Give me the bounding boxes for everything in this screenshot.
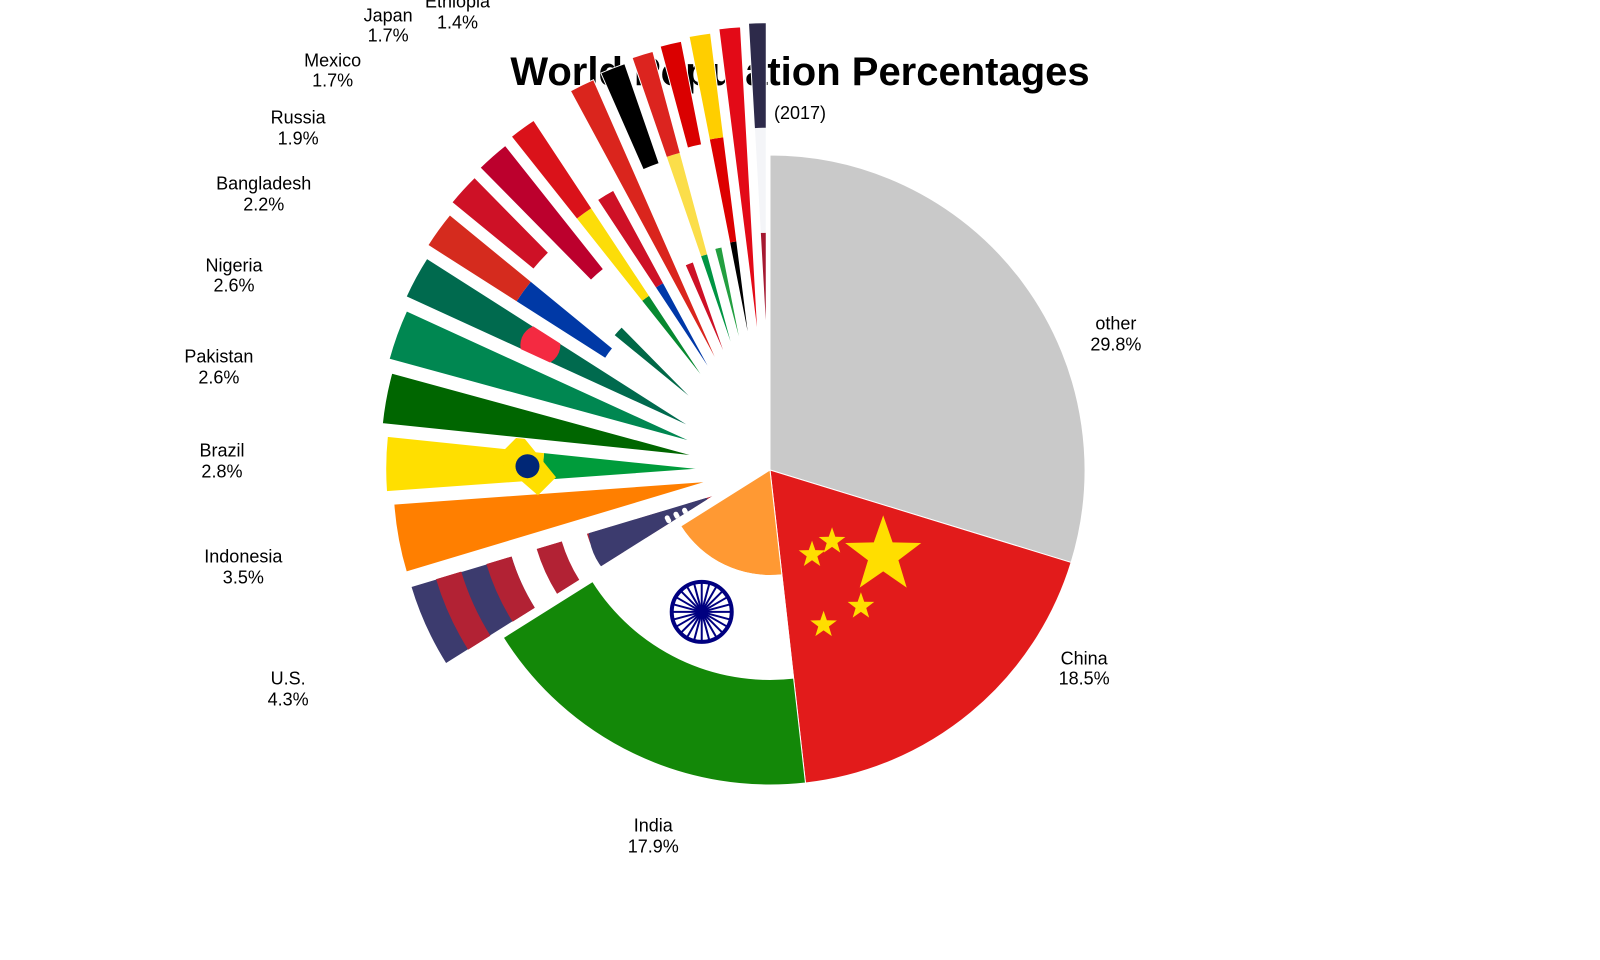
segment-name: Russia bbox=[271, 107, 326, 127]
segment-label: Ethiopia1.4% bbox=[425, 0, 490, 33]
segment-label: Mexico1.7% bbox=[304, 50, 361, 91]
segment-label: U.S.4.3% bbox=[268, 668, 309, 709]
segment-label: Russia1.9% bbox=[271, 107, 326, 148]
segment-name: India bbox=[634, 815, 673, 835]
pie-chart-container: World Population Percentages (2017) othe… bbox=[0, 0, 1600, 960]
segment-name: Bangladesh bbox=[216, 174, 311, 194]
segment-value: 2.6% bbox=[198, 367, 239, 387]
segment-name: Nigeria bbox=[206, 255, 263, 275]
pie-segment bbox=[748, 23, 766, 338]
segment-value: 2.2% bbox=[243, 194, 284, 214]
segment-label: China18.5% bbox=[1059, 648, 1110, 689]
segment-label: Brazil2.8% bbox=[199, 441, 244, 482]
segment-name: U.S. bbox=[271, 668, 306, 688]
segment-value: 1.4% bbox=[437, 12, 478, 32]
segment-name: Brazil bbox=[199, 441, 244, 461]
segment-value: 17.9% bbox=[628, 836, 679, 856]
segment-value: 18.5% bbox=[1059, 669, 1110, 689]
segment-name: China bbox=[1061, 648, 1108, 668]
segment-value: 29.8% bbox=[1090, 334, 1141, 354]
segment-label: other29.8% bbox=[1090, 313, 1141, 354]
segment-name: Mexico bbox=[304, 50, 361, 70]
segment-name: Pakistan bbox=[184, 346, 253, 366]
segment-label: India17.9% bbox=[628, 815, 679, 856]
segment-value: 3.5% bbox=[223, 567, 264, 587]
segment-value: 1.7% bbox=[312, 71, 353, 91]
segment-value: 2.6% bbox=[214, 276, 255, 296]
segment-value: 1.7% bbox=[368, 26, 409, 46]
segment-label: Bangladesh2.2% bbox=[216, 174, 311, 215]
segment-label: Pakistan2.6% bbox=[184, 346, 253, 387]
segment-label: Japan1.7% bbox=[364, 5, 413, 46]
segment-name: other bbox=[1095, 313, 1136, 333]
segment-value: 1.9% bbox=[278, 128, 319, 148]
segment-name: Indonesia bbox=[204, 546, 282, 566]
segment-name: Ethiopia bbox=[425, 0, 490, 11]
segment-label: Indonesia3.5% bbox=[204, 546, 282, 587]
segment-value: 2.8% bbox=[201, 461, 242, 481]
segment-name: Japan bbox=[364, 5, 413, 25]
segment-label: Nigeria2.6% bbox=[206, 255, 263, 296]
segment-value: 4.3% bbox=[268, 689, 309, 709]
